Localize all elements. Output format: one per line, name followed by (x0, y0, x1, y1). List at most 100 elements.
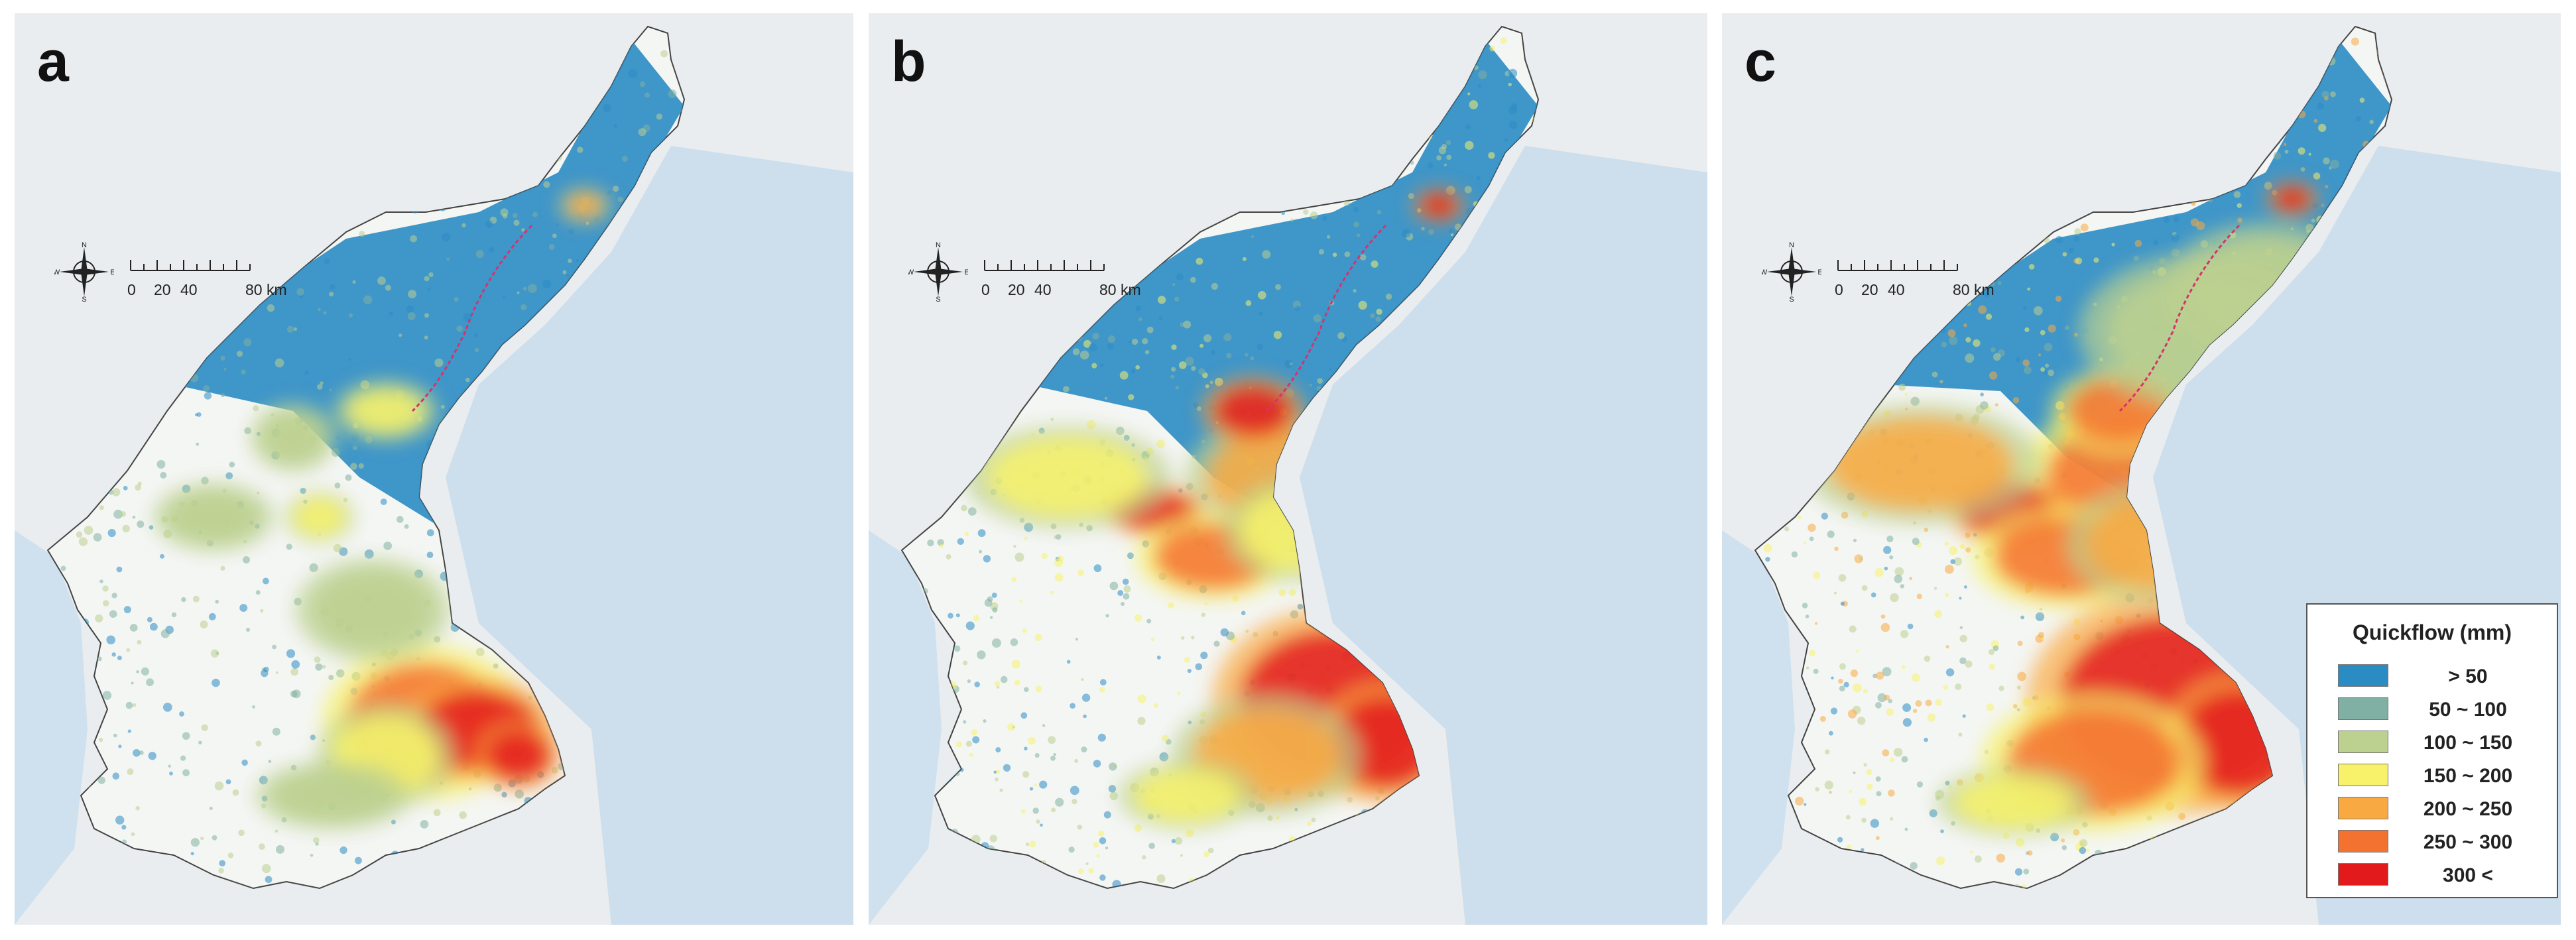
raster-cell (190, 852, 194, 856)
raster-cell (1839, 663, 1846, 670)
raster-cell (290, 668, 298, 676)
raster-cell (1898, 383, 1906, 391)
svg-text:S: S (82, 296, 86, 302)
raster-cell (1353, 221, 1359, 227)
legend-label: 150 ~ 200 (2423, 765, 2513, 787)
raster-cell (1986, 703, 1994, 711)
raster-cell (521, 228, 525, 232)
raster-cell (391, 819, 396, 825)
raster-cell (1156, 655, 1161, 660)
raster-cell (1831, 676, 1834, 679)
raster-cell (1784, 526, 1790, 532)
raster-cell (200, 837, 204, 841)
raster-cell (1883, 546, 1892, 554)
raster-cell (1109, 581, 1119, 591)
raster-cell (1997, 281, 2002, 285)
raster-cell (1096, 854, 1100, 858)
raster-cell (440, 404, 445, 409)
quickflow-map (15, 13, 853, 925)
raster-cell (1092, 332, 1099, 340)
raster-cell (2171, 248, 2180, 257)
raster-cell (424, 335, 428, 340)
raster-cell (1077, 569, 1085, 576)
raster-cell (255, 740, 262, 747)
raster-cell (389, 311, 393, 316)
quickflow-hotspot (1419, 192, 1459, 219)
raster-cell (1029, 787, 1034, 791)
quickflow-hotspot (988, 438, 1147, 517)
raster-cell (963, 720, 967, 724)
raster-cell (1803, 541, 1807, 545)
raster-cell (1127, 552, 1134, 559)
raster-cell (1000, 676, 1008, 683)
raster-cell (106, 635, 115, 645)
raster-cell (1072, 799, 1077, 805)
raster-cell (1074, 758, 1079, 763)
raster-cell (192, 595, 200, 603)
raster-cell (1915, 700, 1922, 707)
raster-cell (336, 436, 340, 440)
raster-cell (1099, 679, 1107, 686)
raster-cell (1894, 748, 1903, 757)
raster-cell (2359, 97, 2365, 103)
raster-cell (1093, 760, 1101, 768)
raster-cell (255, 590, 261, 595)
raster-cell (1959, 597, 1962, 600)
raster-cell (76, 531, 83, 538)
raster-cell (227, 852, 234, 858)
raster-cell (967, 507, 977, 516)
raster-cell (1949, 546, 1958, 556)
raster-cell (1203, 851, 1210, 858)
raster-cell (260, 609, 264, 613)
quickflow-hotspot (346, 388, 426, 434)
raster-cell (268, 760, 272, 764)
raster-cell (617, 196, 624, 203)
raster-cell (644, 92, 650, 98)
raster-cell (314, 656, 321, 663)
raster-cell (1508, 82, 1512, 87)
raster-cell (1882, 667, 1892, 677)
raster-cell (1123, 585, 1131, 593)
raster-cell (2055, 296, 2062, 302)
raster-cell (1945, 668, 1955, 677)
raster-cell (212, 678, 220, 687)
legend-swatch (2338, 731, 2388, 753)
raster-cell (1945, 645, 1949, 649)
raster-cell (1014, 679, 1020, 686)
raster-cell (2355, 116, 2361, 122)
raster-cell (977, 529, 986, 538)
raster-cell (512, 213, 518, 218)
raster-cell (1108, 785, 1117, 793)
raster-cell (1996, 853, 2006, 863)
raster-cell (2055, 235, 2063, 244)
raster-cell (354, 856, 362, 864)
raster-cell (1177, 691, 1181, 695)
raster-cell (1913, 709, 1918, 713)
panel-label: c (1745, 30, 1776, 93)
raster-cell (1861, 585, 1868, 591)
raster-cell (446, 257, 450, 261)
raster-cell (1020, 712, 1028, 719)
raster-cell (232, 789, 239, 796)
raster-cell (1795, 796, 1804, 806)
raster-cell (220, 565, 225, 571)
raster-cell (129, 624, 138, 632)
raster-cell (1377, 209, 1382, 215)
raster-cell (408, 290, 417, 299)
raster-cell (2283, 143, 2287, 147)
raster-cell (181, 597, 186, 603)
raster-cell (1131, 369, 1136, 374)
raster-cell (979, 550, 983, 554)
raster-cell (996, 685, 1000, 689)
raster-cell (1032, 807, 1039, 814)
raster-cell (132, 703, 137, 707)
raster-cell (1054, 535, 1058, 539)
raster-cell (1866, 769, 1872, 776)
raster-cell (454, 297, 459, 302)
raster-cell (1850, 669, 1859, 677)
raster-cell (239, 604, 248, 612)
raster-cell (1245, 300, 1252, 306)
legend-label: 250 ~ 300 (2423, 831, 2513, 853)
raster-cell (139, 750, 144, 755)
raster-cell (1171, 367, 1176, 372)
